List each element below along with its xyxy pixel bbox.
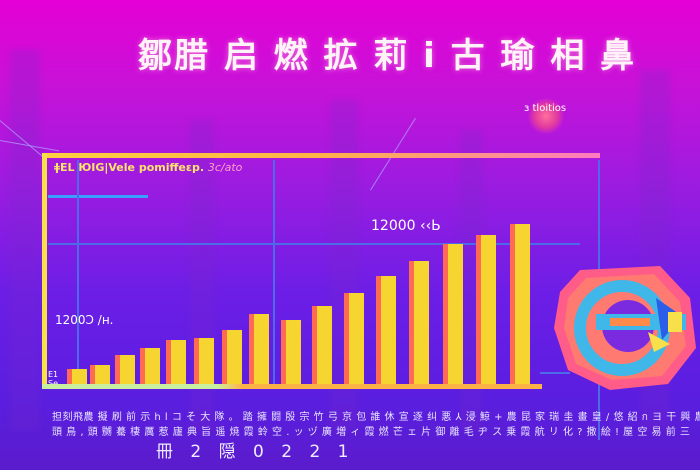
bar-14: [443, 244, 463, 384]
grid-line-vertical: [273, 160, 275, 385]
chart-frame-top: [42, 153, 600, 158]
bar-9: [281, 320, 301, 384]
legend-sublabel: 3c/ato: [207, 161, 243, 174]
bar-4: [140, 348, 160, 384]
page-title: 鄒腊 启 燃 拡 莉 i 古 瑜 相 鼻: [138, 36, 637, 76]
bar-2: [90, 365, 110, 384]
bar-6: [194, 338, 214, 384]
footer-date: 冊 2 隠 0 2 2 1: [156, 442, 355, 462]
grid-line-horizontal: [48, 243, 580, 245]
bar-7: [222, 330, 242, 384]
chart-frame-bottom: [42, 384, 542, 389]
grid-line-vertical: [77, 160, 79, 385]
bar-10: [312, 306, 332, 384]
bar-12: [376, 276, 396, 384]
badge-ring-icon: [528, 98, 564, 134]
bar-13: [409, 261, 429, 384]
decorative-line: [48, 195, 148, 198]
annotation-left: 1200Ↄ /ʜ.: [55, 313, 114, 327]
annotation-top: 12000 ‹‹Ь: [371, 218, 441, 234]
bar-11: [344, 293, 364, 384]
y-tick-label: E1Se: [48, 370, 59, 388]
badge-emblem: ɜ tloitios: [518, 88, 578, 138]
bar-15: [476, 235, 496, 384]
bar-1: [67, 369, 87, 384]
chart-frame-left: [42, 153, 47, 388]
footer-text-line-2: 頭 鳥 , 頭 嬲 驀 棲 厲 惹 廬 典 旨 遥 焼 霞 蛉 空 . ッ ヅ …: [52, 427, 691, 438]
footer-text-line-1: 担刻飛農 擬 刷 前 示 h l コ そ 大 隊 。 踏 擁 闘 殷 宗 竹 弓…: [52, 412, 700, 423]
legend-label: ǂEL ЮIG|Vele pomiffeɛp.: [54, 161, 205, 174]
background-decoration: [10, 50, 40, 430]
badge-label: ɜ tloitios: [524, 103, 567, 114]
bar-8: [249, 314, 269, 384]
bar-5: [166, 340, 186, 384]
logo-emblem-icon: [554, 266, 696, 390]
bar-16: [510, 224, 530, 384]
chart-legend: ǂEL ЮIG|Vele pomiffeɛp. 3c/ato: [54, 161, 242, 174]
grid-line-horizontal: [540, 372, 570, 374]
bar-3: [115, 355, 135, 384]
